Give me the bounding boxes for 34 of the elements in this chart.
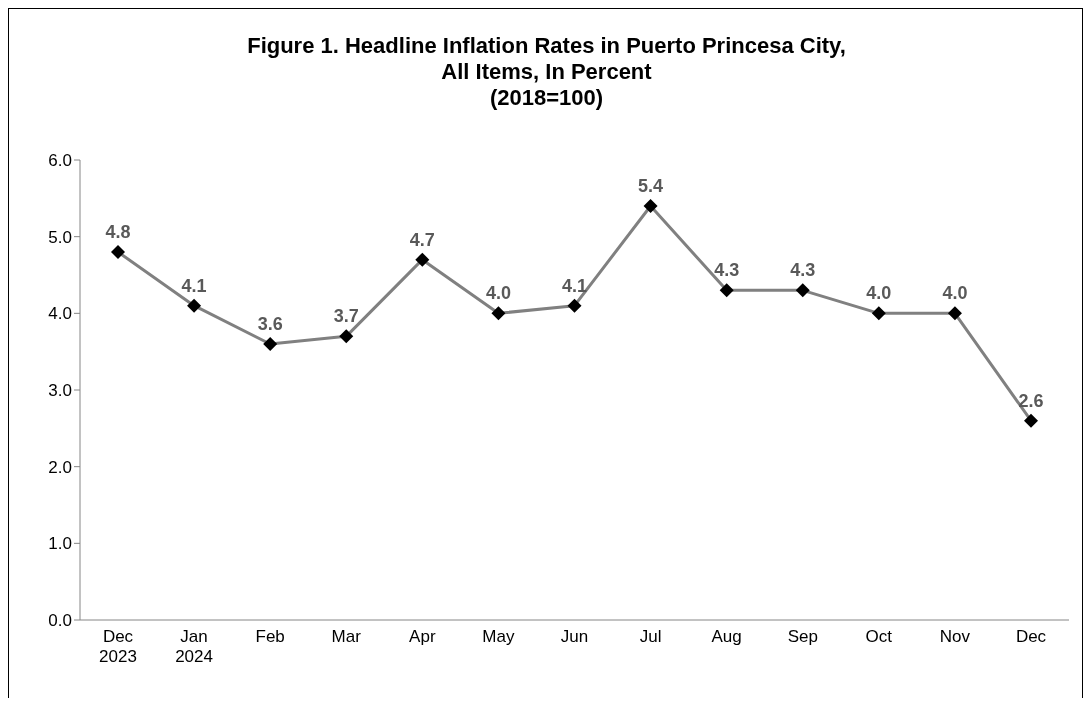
x-tick-label: Dec [1015, 627, 1047, 646]
data-label: 4.1 [561, 275, 588, 296]
x-tick-label: Jan 2024 [175, 627, 213, 666]
y-tick-label: 3.0 [48, 381, 72, 401]
data-label: 4.1 [181, 275, 207, 296]
x-tick-label: Mar [331, 627, 362, 646]
x-tick-label: Dec 2023 [99, 627, 137, 666]
data-label: 4.8 [105, 222, 131, 242]
y-tick-label: 2.0 [48, 457, 72, 477]
x-tick-label: Jun [560, 627, 589, 646]
y-tick-label: 0.0 [48, 611, 72, 631]
data-label: 3.6 [257, 314, 283, 334]
y-tick-label: 6.0 [48, 151, 72, 171]
chart-title: Figure 1. Headline Inflation Rates in Puerto Princesa City, All Items, In Percent (2018=100) [246, 33, 847, 111]
x-tick-label: Apr [409, 627, 436, 646]
data-label: 4.3 [790, 260, 816, 281]
x-tick-label: Nov [939, 627, 971, 646]
data-label: 5.4 [638, 176, 664, 196]
data-label: 3.7 [333, 306, 359, 327]
data-label: 4.0 [866, 283, 892, 304]
y-tick-label: 4.0 [48, 304, 72, 324]
data-label: 4.3 [714, 260, 740, 281]
y-tick-label: 1.0 [48, 534, 72, 554]
x-tick-label: Jul [639, 627, 662, 646]
data-label: 4.0 [942, 283, 968, 304]
data-label: 4.7 [409, 229, 435, 250]
data-label: 2.6 [1018, 390, 1044, 411]
data-label: 4.0 [485, 283, 511, 304]
x-tick-label: Sep [787, 627, 818, 646]
y-tick-label: 5.0 [48, 227, 72, 247]
x-tick-label: May [482, 627, 515, 646]
x-tick-label: Feb [255, 627, 285, 646]
x-tick-label: Aug [711, 627, 742, 646]
x-tick-label: Oct [865, 627, 893, 646]
